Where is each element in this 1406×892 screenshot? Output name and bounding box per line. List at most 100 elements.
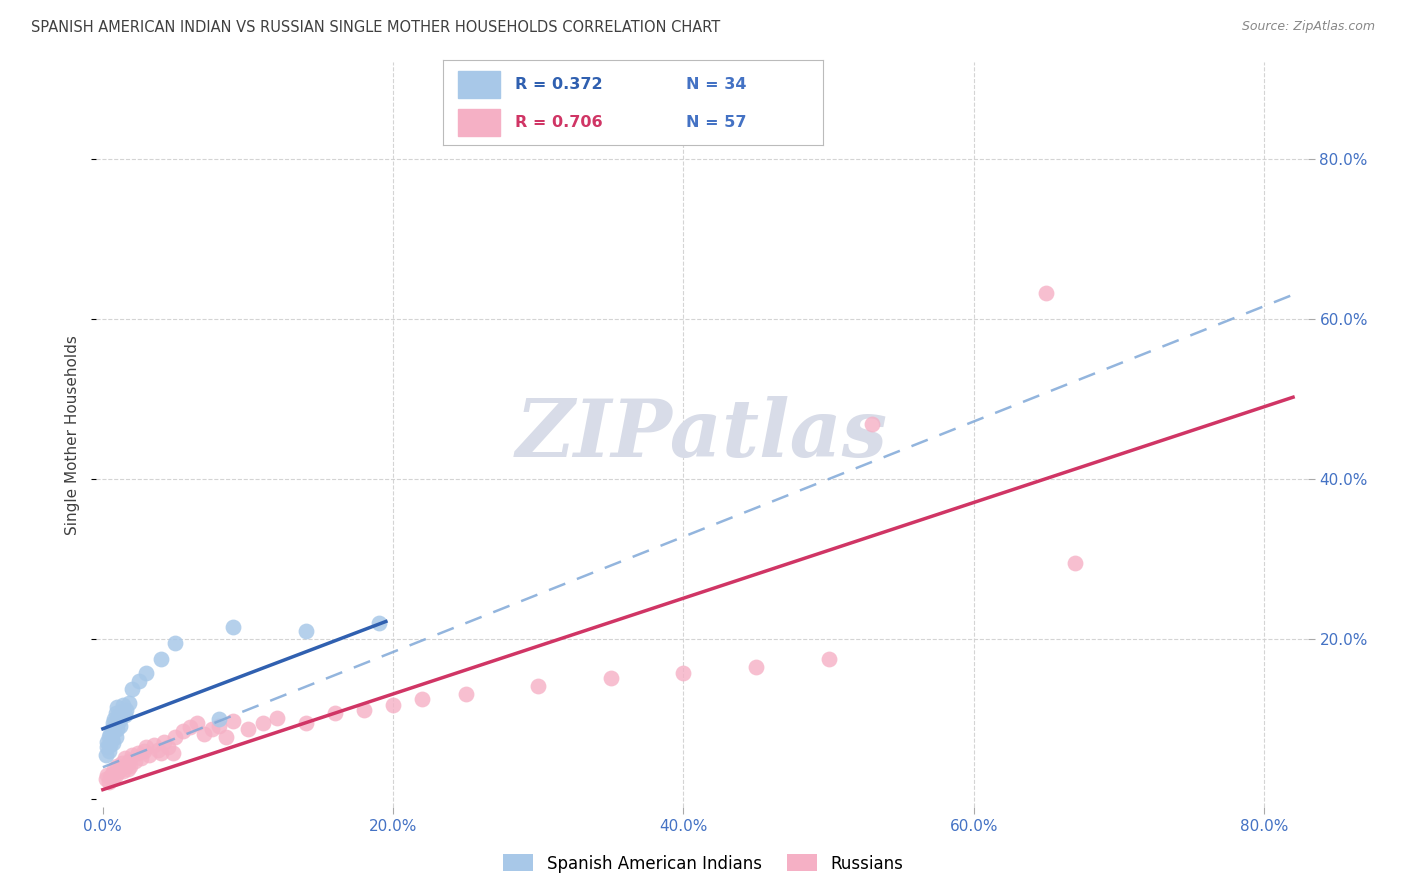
Point: [124, 754, 146, 768]
Legend: Spanish American Indians, Russians: Spanish American Indians, Russians: [496, 847, 910, 880]
Point: [295, 624, 318, 638]
Point: [149, 652, 172, 666]
Point: [129, 750, 152, 764]
Point: [97, 774, 120, 789]
Point: [153, 734, 176, 748]
Point: [96, 768, 118, 782]
Point: [94, 748, 117, 763]
Point: [222, 620, 245, 634]
Y-axis label: Single Mother Households: Single Mother Households: [65, 334, 80, 535]
Point: [172, 724, 194, 739]
Point: [117, 762, 139, 776]
Point: [149, 746, 172, 760]
Point: [115, 758, 138, 772]
Point: [599, 671, 621, 685]
Point: [98, 770, 121, 784]
Point: [98, 738, 121, 752]
Bar: [458, 109, 501, 136]
Point: [266, 710, 288, 724]
Point: [114, 708, 136, 723]
Point: [132, 744, 155, 758]
Point: [96, 740, 118, 755]
Point: [112, 764, 135, 779]
Text: Source: ZipAtlas.com: Source: ZipAtlas.com: [1241, 20, 1375, 33]
Point: [121, 748, 143, 763]
Point: [215, 730, 238, 744]
Point: [208, 712, 231, 726]
Point: [108, 708, 131, 723]
Point: [222, 714, 245, 728]
Point: [104, 768, 127, 782]
Point: [745, 660, 768, 674]
Bar: [458, 70, 501, 98]
Point: [367, 615, 389, 630]
Point: [110, 762, 132, 776]
Point: [97, 730, 120, 744]
Point: [101, 716, 124, 731]
Point: [128, 673, 150, 688]
Text: R = 0.706: R = 0.706: [515, 115, 603, 130]
Point: [104, 706, 127, 720]
Point: [114, 750, 136, 764]
Point: [193, 726, 215, 740]
Point: [104, 730, 127, 744]
Point: [165, 636, 187, 650]
Point: [323, 706, 346, 720]
Point: [382, 698, 405, 712]
Point: [201, 722, 224, 736]
Point: [118, 696, 141, 710]
Point: [1035, 286, 1057, 301]
Point: [108, 714, 131, 728]
Point: [295, 716, 318, 731]
Point: [101, 736, 124, 750]
Point: [411, 692, 433, 706]
Text: ZIPatlas: ZIPatlas: [516, 396, 887, 474]
Text: N = 57: N = 57: [686, 115, 747, 130]
Point: [105, 700, 128, 714]
Point: [817, 652, 839, 666]
Text: R = 0.372: R = 0.372: [515, 77, 603, 92]
Point: [108, 764, 131, 779]
Point: [142, 738, 165, 752]
Point: [118, 754, 141, 768]
Point: [138, 748, 160, 763]
Point: [97, 744, 120, 758]
Point: [100, 732, 122, 747]
Point: [111, 756, 134, 771]
Point: [672, 665, 695, 680]
Point: [127, 746, 149, 760]
Point: [165, 730, 187, 744]
Point: [100, 722, 122, 736]
Point: [454, 687, 477, 701]
Point: [103, 712, 125, 726]
Point: [860, 417, 883, 432]
Point: [135, 740, 157, 755]
Point: [135, 665, 157, 680]
Point: [110, 718, 132, 732]
Point: [146, 742, 169, 756]
Point: [98, 726, 121, 740]
Point: [105, 758, 128, 772]
Point: [236, 722, 259, 736]
Point: [208, 718, 231, 732]
Point: [103, 762, 125, 776]
Point: [115, 702, 138, 716]
Text: SPANISH AMERICAN INDIAN VS RUSSIAN SINGLE MOTHER HOUSEHOLDS CORRELATION CHART: SPANISH AMERICAN INDIAN VS RUSSIAN SINGL…: [31, 20, 720, 35]
Point: [157, 740, 180, 755]
Point: [96, 734, 118, 748]
Point: [353, 702, 375, 716]
Point: [527, 679, 550, 693]
Point: [179, 720, 201, 734]
Point: [105, 722, 128, 736]
Point: [111, 704, 134, 718]
Point: [100, 766, 122, 780]
Point: [252, 716, 274, 731]
Point: [186, 716, 208, 731]
Point: [121, 681, 143, 696]
Point: [162, 746, 184, 760]
Text: N = 34: N = 34: [686, 77, 747, 92]
Point: [112, 698, 135, 712]
Point: [103, 724, 125, 739]
Point: [94, 772, 117, 787]
Point: [120, 758, 142, 772]
